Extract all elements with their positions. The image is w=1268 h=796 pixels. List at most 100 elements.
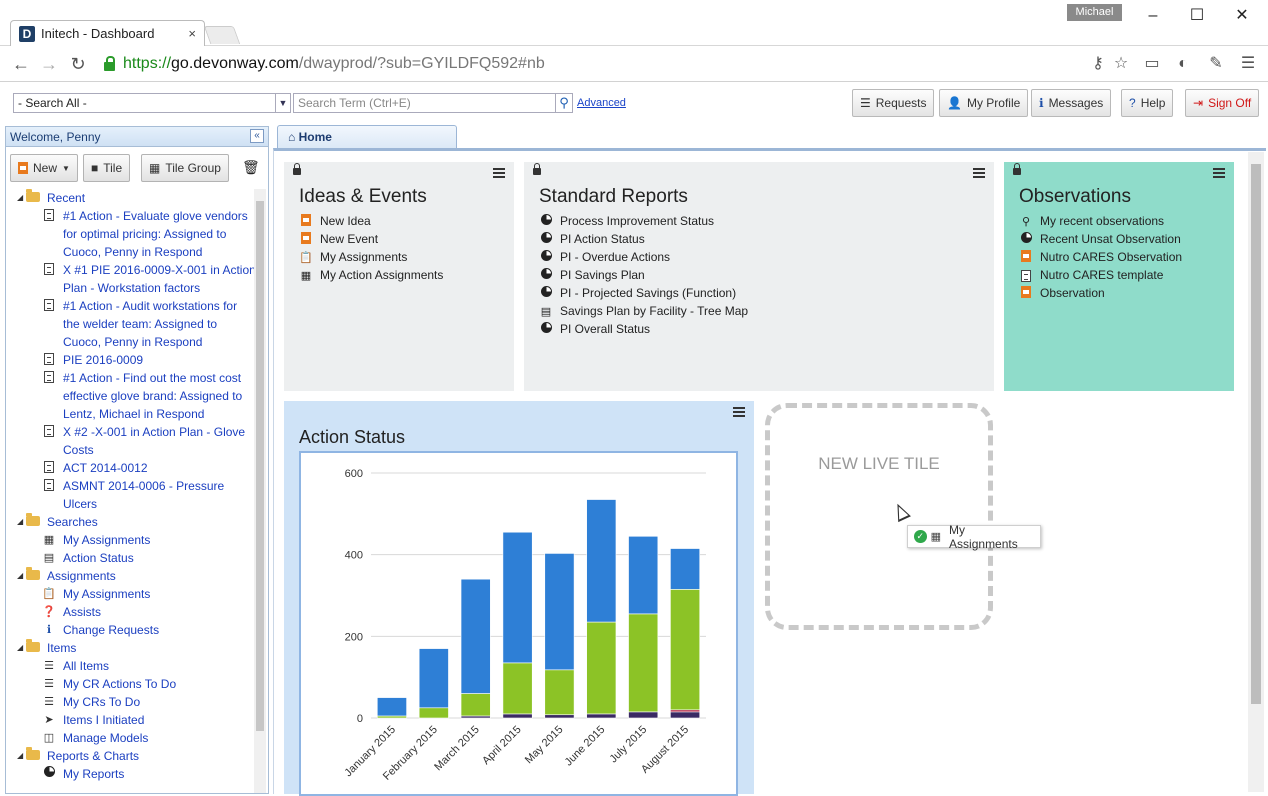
extension-icon[interactable]: ◐ xyxy=(1178,55,1188,72)
dashboard-scrollbar[interactable] xyxy=(1248,152,1264,792)
eyedropper-icon[interactable]: ✎ xyxy=(1209,55,1223,72)
url-field[interactable]: https:// go.devonway.com /dwayprod/?sub=… xyxy=(104,51,1134,77)
trash-icon[interactable]: 🗑 xyxy=(242,159,260,175)
back-icon[interactable]: ← xyxy=(12,54,30,74)
tile-button[interactable]: ■ Tile xyxy=(83,154,131,182)
bar-segment[interactable] xyxy=(376,697,407,717)
expand-triangle-icon[interactable]: ◢ xyxy=(17,571,24,580)
bar-segment[interactable] xyxy=(418,707,449,719)
key-icon[interactable]: ⚷ xyxy=(1092,55,1104,72)
bar-segment[interactable] xyxy=(544,669,575,716)
tile-group-button[interactable]: ▦ Tile Group xyxy=(141,154,229,182)
bar-segment[interactable] xyxy=(628,711,659,719)
tile-link[interactable]: PI - Projected Savings (Function) xyxy=(539,284,748,302)
forward-icon[interactable]: → xyxy=(40,54,58,74)
browser-user-badge[interactable]: Michael xyxy=(1067,4,1122,21)
left-panel-scrollbar[interactable] xyxy=(254,189,266,793)
tree-item-label: Cuoco, Penny in Respond xyxy=(63,335,203,349)
requests-button[interactable]: ☰ Requests xyxy=(852,89,935,117)
tile-link[interactable]: PI Savings Plan xyxy=(539,266,748,284)
expand-triangle-icon[interactable]: ◢ xyxy=(17,517,24,526)
maximize-icon[interactable]: ☐ xyxy=(1189,7,1205,24)
bar-segment[interactable] xyxy=(502,531,533,664)
tab-close-icon[interactable]: × xyxy=(188,26,196,41)
chevron-down-icon[interactable]: ▼ xyxy=(275,94,290,112)
action-status-tile[interactable]: Action Status 600 400 200 0 January 2015 Febr… xyxy=(284,401,754,796)
help-icon: ❓ xyxy=(42,606,56,618)
search-input[interactable]: Search Term (Ctrl+E) xyxy=(293,93,556,113)
tile-link-label: New Event xyxy=(320,232,379,246)
bar-segment[interactable] xyxy=(670,548,701,590)
new-tab-button[interactable] xyxy=(203,26,241,44)
tile-menu-icon[interactable] xyxy=(1213,168,1225,178)
bar-segment[interactable] xyxy=(502,713,533,719)
bar-segment[interactable] xyxy=(544,714,575,719)
cast-icon[interactable]: ▭ xyxy=(1144,55,1160,72)
tile-link[interactable]: Nutro CARES Observation xyxy=(1019,248,1182,266)
expand-triangle-icon[interactable]: ◢ xyxy=(17,751,24,760)
minimize-icon[interactable]: – xyxy=(1148,7,1158,24)
tile-link[interactable]: ▤ Savings Plan by Facility - Tree Map xyxy=(539,302,748,320)
search-icon[interactable]: ⚲ xyxy=(555,93,573,113)
search-scope-select[interactable]: - Search All - ▼ xyxy=(13,93,291,113)
tile-menu-icon[interactable] xyxy=(973,168,985,178)
tile-link[interactable]: 📋 My Assignments xyxy=(299,248,443,266)
bar-segment[interactable] xyxy=(460,578,491,694)
browser-tab[interactable]: D Initech - Dashboard × xyxy=(10,20,205,46)
help-button[interactable]: ? Help xyxy=(1121,89,1174,117)
standard-reports-tile[interactable]: Standard Reports Process Improvement Sta… xyxy=(524,162,994,391)
tile-link[interactable]: Observation xyxy=(1019,284,1182,302)
scrollbar-thumb[interactable] xyxy=(256,201,264,731)
tile-link[interactable]: New Idea xyxy=(299,212,443,230)
bar-segment[interactable] xyxy=(670,589,701,711)
star-icon[interactable]: ☆ xyxy=(1113,55,1129,72)
scrollbar-thumb[interactable] xyxy=(1251,164,1261,704)
menu-icon[interactable]: ☰ xyxy=(1240,55,1256,72)
tile-link[interactable]: New Event xyxy=(299,230,443,248)
tile-title: Action Status xyxy=(299,427,406,447)
tab-home[interactable]: ⌂ Home xyxy=(277,125,457,149)
bar-segment[interactable] xyxy=(544,553,575,671)
tile-link[interactable]: Process Improvement Status xyxy=(539,212,748,230)
bar-segment[interactable] xyxy=(586,499,617,623)
tile-menu-icon[interactable] xyxy=(733,407,745,417)
bar-segment[interactable] xyxy=(628,613,659,713)
bar-segment[interactable] xyxy=(586,713,617,719)
sign-off-button[interactable]: ⇥ Sign Off xyxy=(1185,89,1260,117)
tree-item-label: the welder team: Assigned to xyxy=(63,317,218,331)
reload-icon[interactable]: ↻ xyxy=(70,54,86,74)
tile-link[interactable]: ⚲ My recent observations xyxy=(1019,212,1182,230)
tile-link[interactable]: Recent Unsat Observation xyxy=(1019,230,1182,248)
tile-link[interactable]: ▦ My Action Assignments xyxy=(299,266,444,284)
grid-icon: ▦ xyxy=(930,531,942,543)
bar-segment[interactable] xyxy=(670,711,701,719)
bar-segment[interactable] xyxy=(460,693,491,717)
tile-menu-icon[interactable] xyxy=(493,168,505,178)
bar-segment[interactable] xyxy=(628,535,659,615)
my-profile-button[interactable]: 👤 My Profile xyxy=(939,89,1029,117)
messages-button[interactable]: ℹ Messages xyxy=(1031,89,1112,117)
home-icon: ⌂ xyxy=(288,130,296,144)
close-window-icon[interactable]: ✕ xyxy=(1235,7,1249,24)
expand-triangle-icon[interactable]: ◢ xyxy=(17,643,24,652)
bar-segment[interactable] xyxy=(418,648,449,709)
tile-link[interactable]: PI - Overdue Actions xyxy=(539,248,748,266)
bar-segment[interactable] xyxy=(670,709,701,713)
expand-triangle-icon[interactable]: ◢ xyxy=(17,193,24,202)
advanced-search-link[interactable]: Advanced xyxy=(577,97,626,109)
observations-tile[interactable]: Observations ⚲ My recent observations Rece… xyxy=(1004,162,1234,391)
tile-link[interactable]: PI Action Status xyxy=(539,230,748,248)
tree-item-label: Searches xyxy=(47,515,98,529)
bar-segment[interactable] xyxy=(376,715,407,719)
form-icon xyxy=(1019,249,1033,265)
tile-link[interactable]: Nutro CARES template xyxy=(1019,266,1182,284)
new-button[interactable]: New ▼ xyxy=(10,154,78,182)
bar-segment[interactable] xyxy=(502,662,533,715)
requests-label: Requests xyxy=(875,96,927,110)
tile-link[interactable]: PI Overall Status xyxy=(539,320,748,338)
ideas-events-tile[interactable]: Ideas & Events New Idea New Event 📋 My Assi… xyxy=(284,162,514,391)
collapse-panel-icon[interactable]: « xyxy=(250,129,264,143)
bar-segment[interactable] xyxy=(586,621,617,715)
bar-segment[interactable] xyxy=(460,715,491,719)
new-live-tile-dropzone[interactable]: NEW LIVE TILE xyxy=(765,403,993,630)
